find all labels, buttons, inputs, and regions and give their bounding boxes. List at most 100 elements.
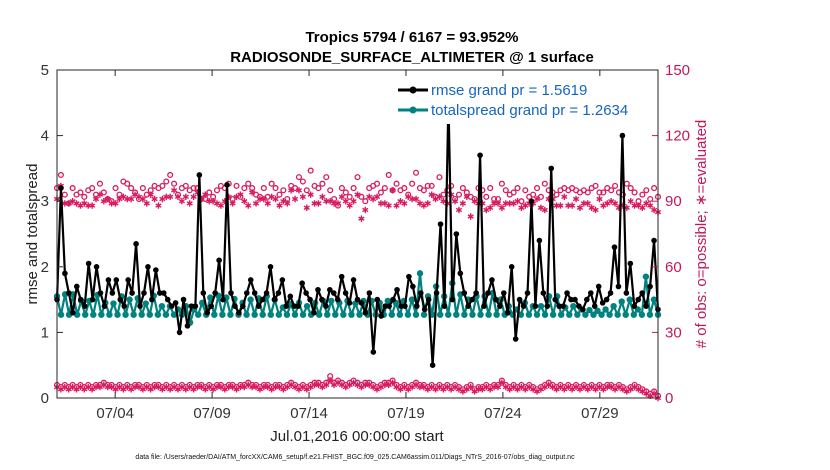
rmse-point [516, 296, 523, 303]
obs-evaluated-marker [186, 200, 193, 207]
rmse-point [481, 303, 487, 309]
rmse-point [647, 283, 653, 290]
obs-evaluated-marker [245, 202, 252, 209]
totalspread-point [194, 311, 202, 318]
obs-possible-marker [241, 185, 248, 192]
obs-evaluated-marker [576, 204, 584, 211]
obs-possible-marker [533, 185, 541, 192]
totalspread-point [227, 311, 234, 318]
rmse-point [267, 264, 274, 270]
rmse-point [243, 290, 250, 296]
obs-possible-marker [139, 185, 146, 192]
rmse-point [544, 303, 551, 309]
obs-evaluated-marker [319, 193, 326, 201]
chart-title-line1: Tropics 5794 / 6167 = 93.952% [305, 29, 518, 46]
rmse-point [121, 303, 128, 309]
obs-evaluated-marker [494, 200, 502, 207]
obs-evaluated-low-marker [389, 379, 396, 386]
rmse-point [338, 273, 345, 280]
obs-evaluated-marker [647, 202, 654, 209]
rmse-point [651, 237, 657, 244]
obs-possible-marker [323, 174, 330, 181]
rmse-point [145, 264, 151, 270]
obs-possible-marker [631, 189, 638, 196]
rmse-point [327, 286, 333, 293]
x-tick-label: 07/14 [290, 405, 328, 422]
obs-evaluated-marker [533, 195, 541, 203]
obs-possible-marker [409, 180, 416, 187]
rmse-point [358, 300, 365, 306]
obs-evaluated-marker [167, 193, 174, 201]
obs-evaluated-marker [182, 193, 189, 201]
obs-possible-marker [428, 182, 435, 189]
rmse-point [477, 152, 483, 159]
data-file-footnote: data file: /Users/raeder/DAI/ATM_forcXX/… [135, 454, 575, 461]
totalspread-point [275, 311, 283, 318]
obs-evaluated-low-marker [467, 383, 474, 391]
rmse-point [366, 290, 373, 296]
rmse-point [635, 296, 642, 303]
rmse-point [643, 303, 649, 309]
obs-evaluated-marker [112, 200, 119, 207]
obs-possible-marker [483, 193, 490, 200]
obs-possible-marker [128, 185, 135, 192]
rmse-point [334, 296, 341, 303]
totalspread-point [533, 311, 541, 318]
obs-possible-marker [171, 180, 178, 187]
totalspread-point [170, 311, 178, 318]
rmse-point [350, 277, 357, 283]
totalspread-point [606, 311, 613, 318]
rmse-point [461, 290, 468, 296]
obs-evaluated-marker [557, 202, 564, 209]
totalspread-point [650, 296, 658, 303]
rmse-point [497, 303, 503, 309]
obs-evaluated-marker [514, 198, 521, 205]
rmse-point [639, 290, 645, 296]
obs-possible-marker [377, 189, 384, 196]
obs-evaluated-low-marker [327, 377, 334, 384]
totalspread-point [537, 302, 545, 310]
rmse-point [275, 290, 282, 296]
totalspread-point [485, 311, 492, 318]
totalspread-point [586, 306, 593, 314]
obs-evaluated-marker [307, 191, 314, 198]
obs-evaluated-marker [295, 187, 303, 194]
obs-possible-marker [57, 171, 64, 179]
obs-possible-marker [608, 187, 615, 194]
totalspread-point [158, 302, 166, 310]
obs-possible-marker [342, 189, 349, 196]
rmse-point [473, 290, 479, 296]
rmse-point [172, 300, 179, 306]
rmse-point [259, 296, 266, 303]
x-tick-label: 07/24 [484, 405, 522, 422]
rmse-point [591, 303, 598, 309]
obs-evaluated-marker [572, 195, 580, 203]
totalspread-point [646, 311, 654, 318]
rmse-point [607, 290, 614, 296]
obs-evaluated-marker [291, 195, 299, 203]
obs-possible-marker [643, 187, 650, 194]
y-right-tick-label: 150 [665, 62, 690, 79]
totalspread-point [610, 302, 617, 310]
obs-evaluated-marker [155, 202, 162, 209]
totalspread-point [557, 311, 565, 318]
totalspread-point [126, 296, 133, 303]
obs-possible-marker [96, 180, 103, 187]
obs-evaluated-marker [170, 187, 178, 194]
rmse-point [70, 309, 76, 316]
rmse-point [429, 362, 436, 369]
obs-evaluated-marker [315, 200, 322, 207]
totalspread-point [412, 311, 420, 318]
obs-evaluated-marker [139, 195, 146, 203]
rmse-point [362, 309, 369, 316]
rmse-point [323, 303, 329, 309]
obs-evaluated-marker [455, 206, 463, 214]
obs-possible-marker [627, 185, 634, 192]
obs-evaluated-marker [561, 193, 568, 201]
rmse-point [287, 293, 294, 300]
totalspread-point [57, 311, 65, 318]
obs-evaluated-marker [639, 204, 646, 211]
obs-possible-marker [385, 171, 392, 179]
rmse-point [81, 303, 88, 309]
rmse-point [240, 303, 246, 309]
